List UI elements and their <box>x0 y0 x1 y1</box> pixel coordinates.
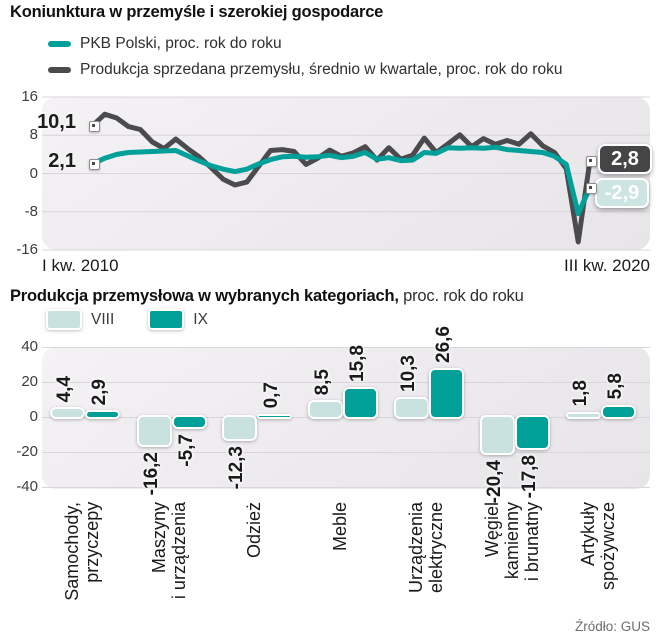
bar-chart-title-suffix: proc. rok do roku <box>398 287 524 305</box>
x-axis-label-start: I kw. 2010 <box>42 256 119 275</box>
y-axis-tick-label: -20 <box>16 443 38 460</box>
category-label: Meble <box>330 502 350 552</box>
bar-viii <box>222 415 257 441</box>
bar-value-label: -17,8 <box>519 455 540 499</box>
y-axis-tick-label: 8 <box>29 126 38 144</box>
end-value-badge-pkb: -2,9 <box>595 178 649 208</box>
data-point-marker <box>88 158 100 170</box>
category-label: Maszyny i urządzenia <box>149 502 189 600</box>
legend-item-pkb: PKB Polski, proc. rok do roku <box>48 35 282 53</box>
bar-value-label: -16,2 <box>141 452 162 496</box>
bar-value-label: 5,8 <box>605 373 626 400</box>
bar-value-label: 15,8 <box>347 345 368 383</box>
data-point-marker <box>585 155 597 167</box>
legend-label-ix: IX <box>193 310 208 328</box>
bar-value-label: 8,5 <box>312 368 333 396</box>
bar-ix <box>343 387 378 419</box>
bar-chart-title: Produkcja przemysłowa w wybranych katego… <box>10 287 524 306</box>
start-value-produkcja: 10,1 <box>37 111 76 133</box>
category-label: Samochody, przyczepy <box>62 502 102 601</box>
bar-viii <box>566 411 601 419</box>
grid-line <box>42 452 650 453</box>
bar-value-label: 10,3 <box>398 355 419 392</box>
legend-swatch-viii <box>46 309 82 330</box>
series-line <box>90 144 593 217</box>
bar-chart-title-bold: Produkcja przemysłowa w wybranych katego… <box>10 287 399 305</box>
grid-line <box>42 487 650 488</box>
legend-swatch-produkcja <box>48 67 71 73</box>
line-chart-x-axis: I kw. 2010 III kw. 2020 <box>42 256 650 276</box>
legend-label-pkb: PKB Polski, proc. rok do roku <box>80 35 282 52</box>
category-label: Urządzenia elektryczne <box>406 502 446 594</box>
start-value-pkb: 2,1 <box>48 150 76 172</box>
bar-chart-plot-area: 4,4 -16,2 -12,3 8,5 10,3 -20,4 1,8 2,9 -5,7 0,7 15… <box>42 326 650 503</box>
bar-ix <box>172 415 207 429</box>
y-axis-tick-label: 20 <box>21 373 38 390</box>
bar-ix <box>85 409 120 419</box>
bar-value-label: -20,4 <box>484 459 505 503</box>
y-axis-tick-label: 40 <box>21 338 38 355</box>
data-point-marker <box>585 182 597 194</box>
source-credit: Źródło: GUS <box>574 619 650 634</box>
line-chart-canvas <box>42 96 650 251</box>
bar-ix <box>257 413 292 419</box>
line-chart-plot-area: 10,1 2,1 2,8 -2,9 <box>37 96 652 251</box>
y-axis-tick-label: -40 <box>16 478 38 495</box>
x-axis-label-end: III kw. 2020 <box>564 256 650 275</box>
bar-value-label: 26,6 <box>433 326 454 364</box>
y-axis-tick-label: 0 <box>29 408 38 425</box>
category-label: Węgiel kamienny i brunatny <box>482 502 542 582</box>
y-axis-tick-label: -16 <box>16 241 38 258</box>
bar-value-label: -12,3 <box>226 445 247 489</box>
category-label: Odzież <box>244 502 264 559</box>
bar-value-label: 2,9 <box>89 378 110 405</box>
legend-item-produkcja: Produkcja sprzedana przemysłu, średnio w… <box>48 61 562 79</box>
legend-label-viii: VIII <box>91 310 115 328</box>
data-point-marker <box>88 120 100 132</box>
bar-ix <box>515 415 550 451</box>
y-axis-tick-label: -8 <box>24 202 38 220</box>
bar-viii <box>480 415 515 455</box>
legend-swatch-pkb <box>48 41 71 47</box>
bar-ix <box>601 404 636 419</box>
bar-chart-legend: VIII IX <box>46 309 208 330</box>
end-value-badge-produkcja: 2,8 <box>598 144 652 174</box>
bar-viii <box>50 407 85 419</box>
bar-value-label: 1,8 <box>570 380 591 407</box>
grid-line <box>42 382 650 383</box>
y-axis-tick-label: 0 <box>29 164 38 182</box>
bar-ix <box>429 368 464 419</box>
bar-viii <box>308 400 343 419</box>
category-label: Artykuły spożywcze <box>578 502 618 591</box>
bar-value-label: -5,7 <box>176 433 197 467</box>
bar-value-label: 0,7 <box>261 382 282 409</box>
bar-value-label: 4,4 <box>54 375 75 403</box>
grid-line <box>42 347 650 348</box>
legend-swatch-ix <box>148 309 185 330</box>
line-chart-title: Koniunktura w przemyśle i szerokiej gosp… <box>10 3 384 21</box>
bar-viii <box>394 396 429 419</box>
legend-label-produkcja: Produkcja sprzedana przemysłu, średnio w… <box>80 61 563 78</box>
bar-viii <box>137 415 172 448</box>
series-line <box>90 111 593 245</box>
y-axis-tick-label: 16 <box>21 88 38 105</box>
